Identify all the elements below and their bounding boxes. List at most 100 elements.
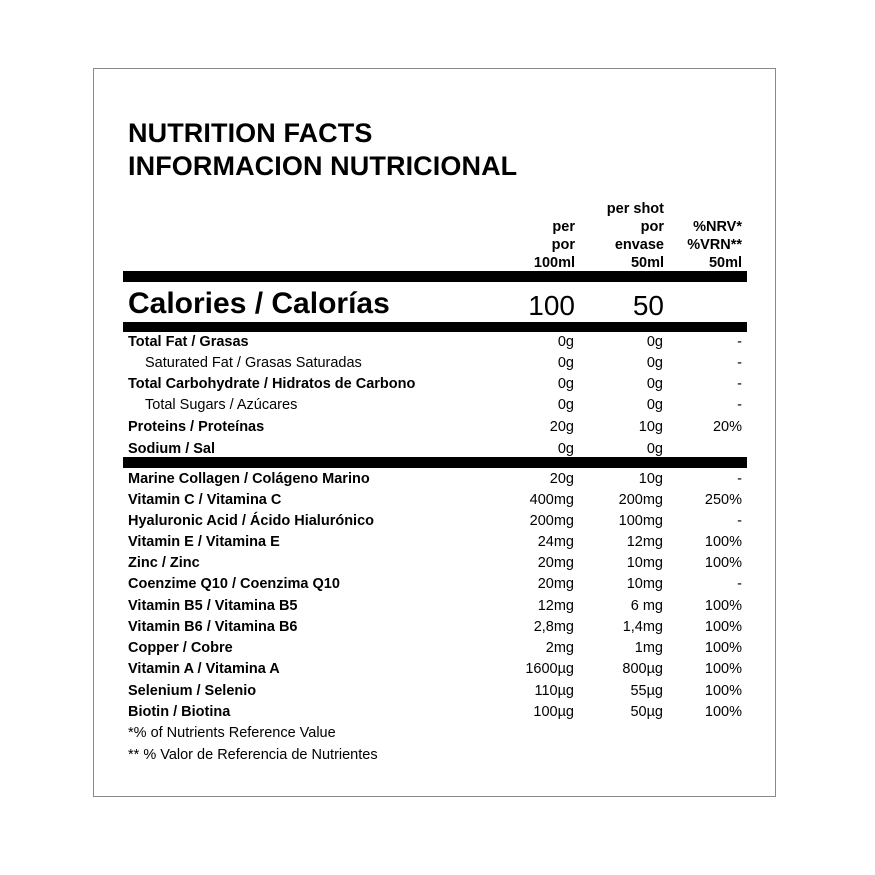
calories-per-100ml: 100 <box>528 290 575 321</box>
thick-divider-calories <box>123 322 747 332</box>
header-line: envase <box>614 237 664 253</box>
value-per-100ml: 1600µg <box>525 661 574 677</box>
table-row: Vitamin B5 / Vitamina B5 12mg 6 mg 100% <box>123 596 747 617</box>
table-row: Zinc / Zinc 20mg 10mg 100% <box>123 553 747 574</box>
value-nrv: 100% <box>704 683 742 699</box>
value-per-shot: 100mg <box>618 513 663 529</box>
header-line: por <box>551 237 575 253</box>
value-per-shot: 10mg <box>626 576 663 592</box>
thick-divider-top <box>123 271 747 282</box>
value-nrv: 100% <box>704 661 742 677</box>
value-per-shot: 1,4mg <box>622 619 663 635</box>
value-per-100ml: 12mg <box>537 598 574 614</box>
table-row: Coenzime Q10 / Coenzima Q10 20mg 10mg - <box>123 574 747 595</box>
nutrient-label: Vitamin E / Vitamina E <box>128 534 280 550</box>
nutrient-label: Sodium / Sal <box>128 441 216 457</box>
nutrient-label: Total Fat / Grasas <box>128 334 249 350</box>
value-nrv: 20% <box>712 419 742 435</box>
value-per-100ml: 2,8mg <box>533 619 574 635</box>
value-per-shot: 12mg <box>626 534 663 550</box>
header-per-shot: per shot por envase 50ml <box>607 200 664 272</box>
nutrient-label: Total Sugars / Azúcares <box>145 397 298 413</box>
value-nrv: 100% <box>704 619 742 635</box>
value-per-shot: 0g <box>646 355 663 371</box>
value-nrv: - <box>737 397 742 413</box>
table-row: Total Carbohydrate / Hidratos de Carbono… <box>123 374 747 395</box>
title-english: NUTRITION FACTS <box>128 118 373 148</box>
value-per-shot: 10g <box>638 419 663 435</box>
value-per-100ml: 0g <box>557 334 574 350</box>
value-per-100ml: 110µg <box>534 683 574 699</box>
value-nrv: 100% <box>704 555 742 571</box>
calories-label: Calories / Calorías <box>128 287 390 320</box>
title-spanish: INFORMACION NUTRICIONAL <box>128 151 518 181</box>
nutrition-label-panel <box>93 68 776 797</box>
table-row: Marine Collagen / Colágeno Marino 20g 10… <box>123 469 747 490</box>
value-per-100ml: 20g <box>549 419 574 435</box>
value-per-shot: 50µg <box>630 704 663 720</box>
header-nrv: %NRV* %VRN** 50ml <box>687 218 742 272</box>
value-per-100ml: 24mg <box>537 534 574 550</box>
value-per-shot: 6 mg <box>630 598 663 614</box>
value-per-shot: 1mg <box>634 640 663 656</box>
nutrient-label: Vitamin B6 / Vitamina B6 <box>128 619 298 635</box>
nutrient-label: Biotin / Biotina <box>128 704 231 720</box>
header-line: 100ml <box>533 255 575 271</box>
value-nrv: 100% <box>704 704 742 720</box>
value-nrv: 250% <box>704 492 742 508</box>
footnote-vrn: ** % Valor de Referencia de Nutrientes <box>128 747 378 763</box>
value-per-100ml: 0g <box>557 441 574 457</box>
table-row: Total Fat / Grasas 0g 0g - <box>123 332 747 353</box>
value-per-100ml: 20g <box>549 471 574 487</box>
value-per-shot: 10mg <box>626 555 663 571</box>
table-row: Vitamin E / Vitamina E 24mg 12mg 100% <box>123 532 747 553</box>
nutrient-label: Total Carbohydrate / Hidratos de Carbono <box>128 376 416 392</box>
header-line: 50ml <box>708 255 742 271</box>
value-per-100ml: 20mg <box>537 555 574 571</box>
table-row: Sodium / Sal 0g 0g <box>123 439 747 460</box>
calories-per-shot: 50 <box>632 290 664 321</box>
table-row: Biotin / Biotina 100µg 50µg 100% <box>123 702 747 723</box>
value-per-shot: 0g <box>646 441 663 457</box>
table-row: Vitamin C / Vitamina C 400mg 200mg 250% <box>123 490 747 511</box>
table-row: Vitamin B6 / Vitamina B6 2,8mg 1,4mg 100… <box>123 617 747 638</box>
table-row: Saturated Fat / Grasas Saturadas 0g 0g - <box>123 353 747 374</box>
value-per-shot: 800µg <box>622 661 663 677</box>
nutrient-label: Proteins / Proteínas <box>128 419 265 435</box>
value-per-shot: 200mg <box>618 492 663 508</box>
value-nrv: - <box>737 355 742 371</box>
value-nrv: - <box>737 471 742 487</box>
nutrient-label: Marine Collagen / Colágeno Marino <box>128 471 370 487</box>
nutrient-label: Copper / Cobre <box>128 640 233 656</box>
value-per-shot: 10g <box>638 471 663 487</box>
value-per-100ml: 100µg <box>533 704 574 720</box>
value-per-shot: 0g <box>646 397 663 413</box>
value-nrv: - <box>737 376 742 392</box>
value-per-shot: 0g <box>646 376 663 392</box>
value-per-shot: 55µg <box>630 683 663 699</box>
value-nrv: - <box>737 513 742 529</box>
table-row: Copper / Cobre 2mg 1mg 100% <box>123 638 747 659</box>
value-per-shot: 0g <box>646 334 663 350</box>
nutrient-label: Hyaluronic Acid / Ácido Hialurónico <box>128 513 374 529</box>
nutrient-label: Vitamin B5 / Vitamina B5 <box>128 598 298 614</box>
nutrient-label: Coenzime Q10 / Coenzima Q10 <box>128 576 340 592</box>
value-nrv: 100% <box>704 640 742 656</box>
thick-divider-micros <box>123 457 747 468</box>
value-per-100ml: 400mg <box>529 492 574 508</box>
value-per-100ml: 200mg <box>529 513 574 529</box>
table-row: Proteins / Proteínas 20g 10g 20% <box>123 417 747 438</box>
header-per-100ml: per por 100ml <box>534 218 575 272</box>
nutrient-label: Selenium / Selenio <box>128 683 257 699</box>
value-nrv: 100% <box>704 598 742 614</box>
value-per-100ml: 0g <box>557 355 574 371</box>
nutrient-label: Vitamin C / Vitamina C <box>128 492 282 508</box>
header-line: per shot <box>606 201 664 217</box>
table-row: Hyaluronic Acid / Ácido Hialurónico 200m… <box>123 511 747 532</box>
footnote-nrv: *% of Nutrients Reference Value <box>128 725 336 741</box>
header-line: 50ml <box>630 255 664 271</box>
value-nrv: - <box>737 334 742 350</box>
table-row: Total Sugars / Azúcares 0g 0g - <box>123 395 747 416</box>
table-row: Selenium / Selenio 110µg 55µg 100% <box>123 681 747 702</box>
header-line: per <box>552 219 575 235</box>
